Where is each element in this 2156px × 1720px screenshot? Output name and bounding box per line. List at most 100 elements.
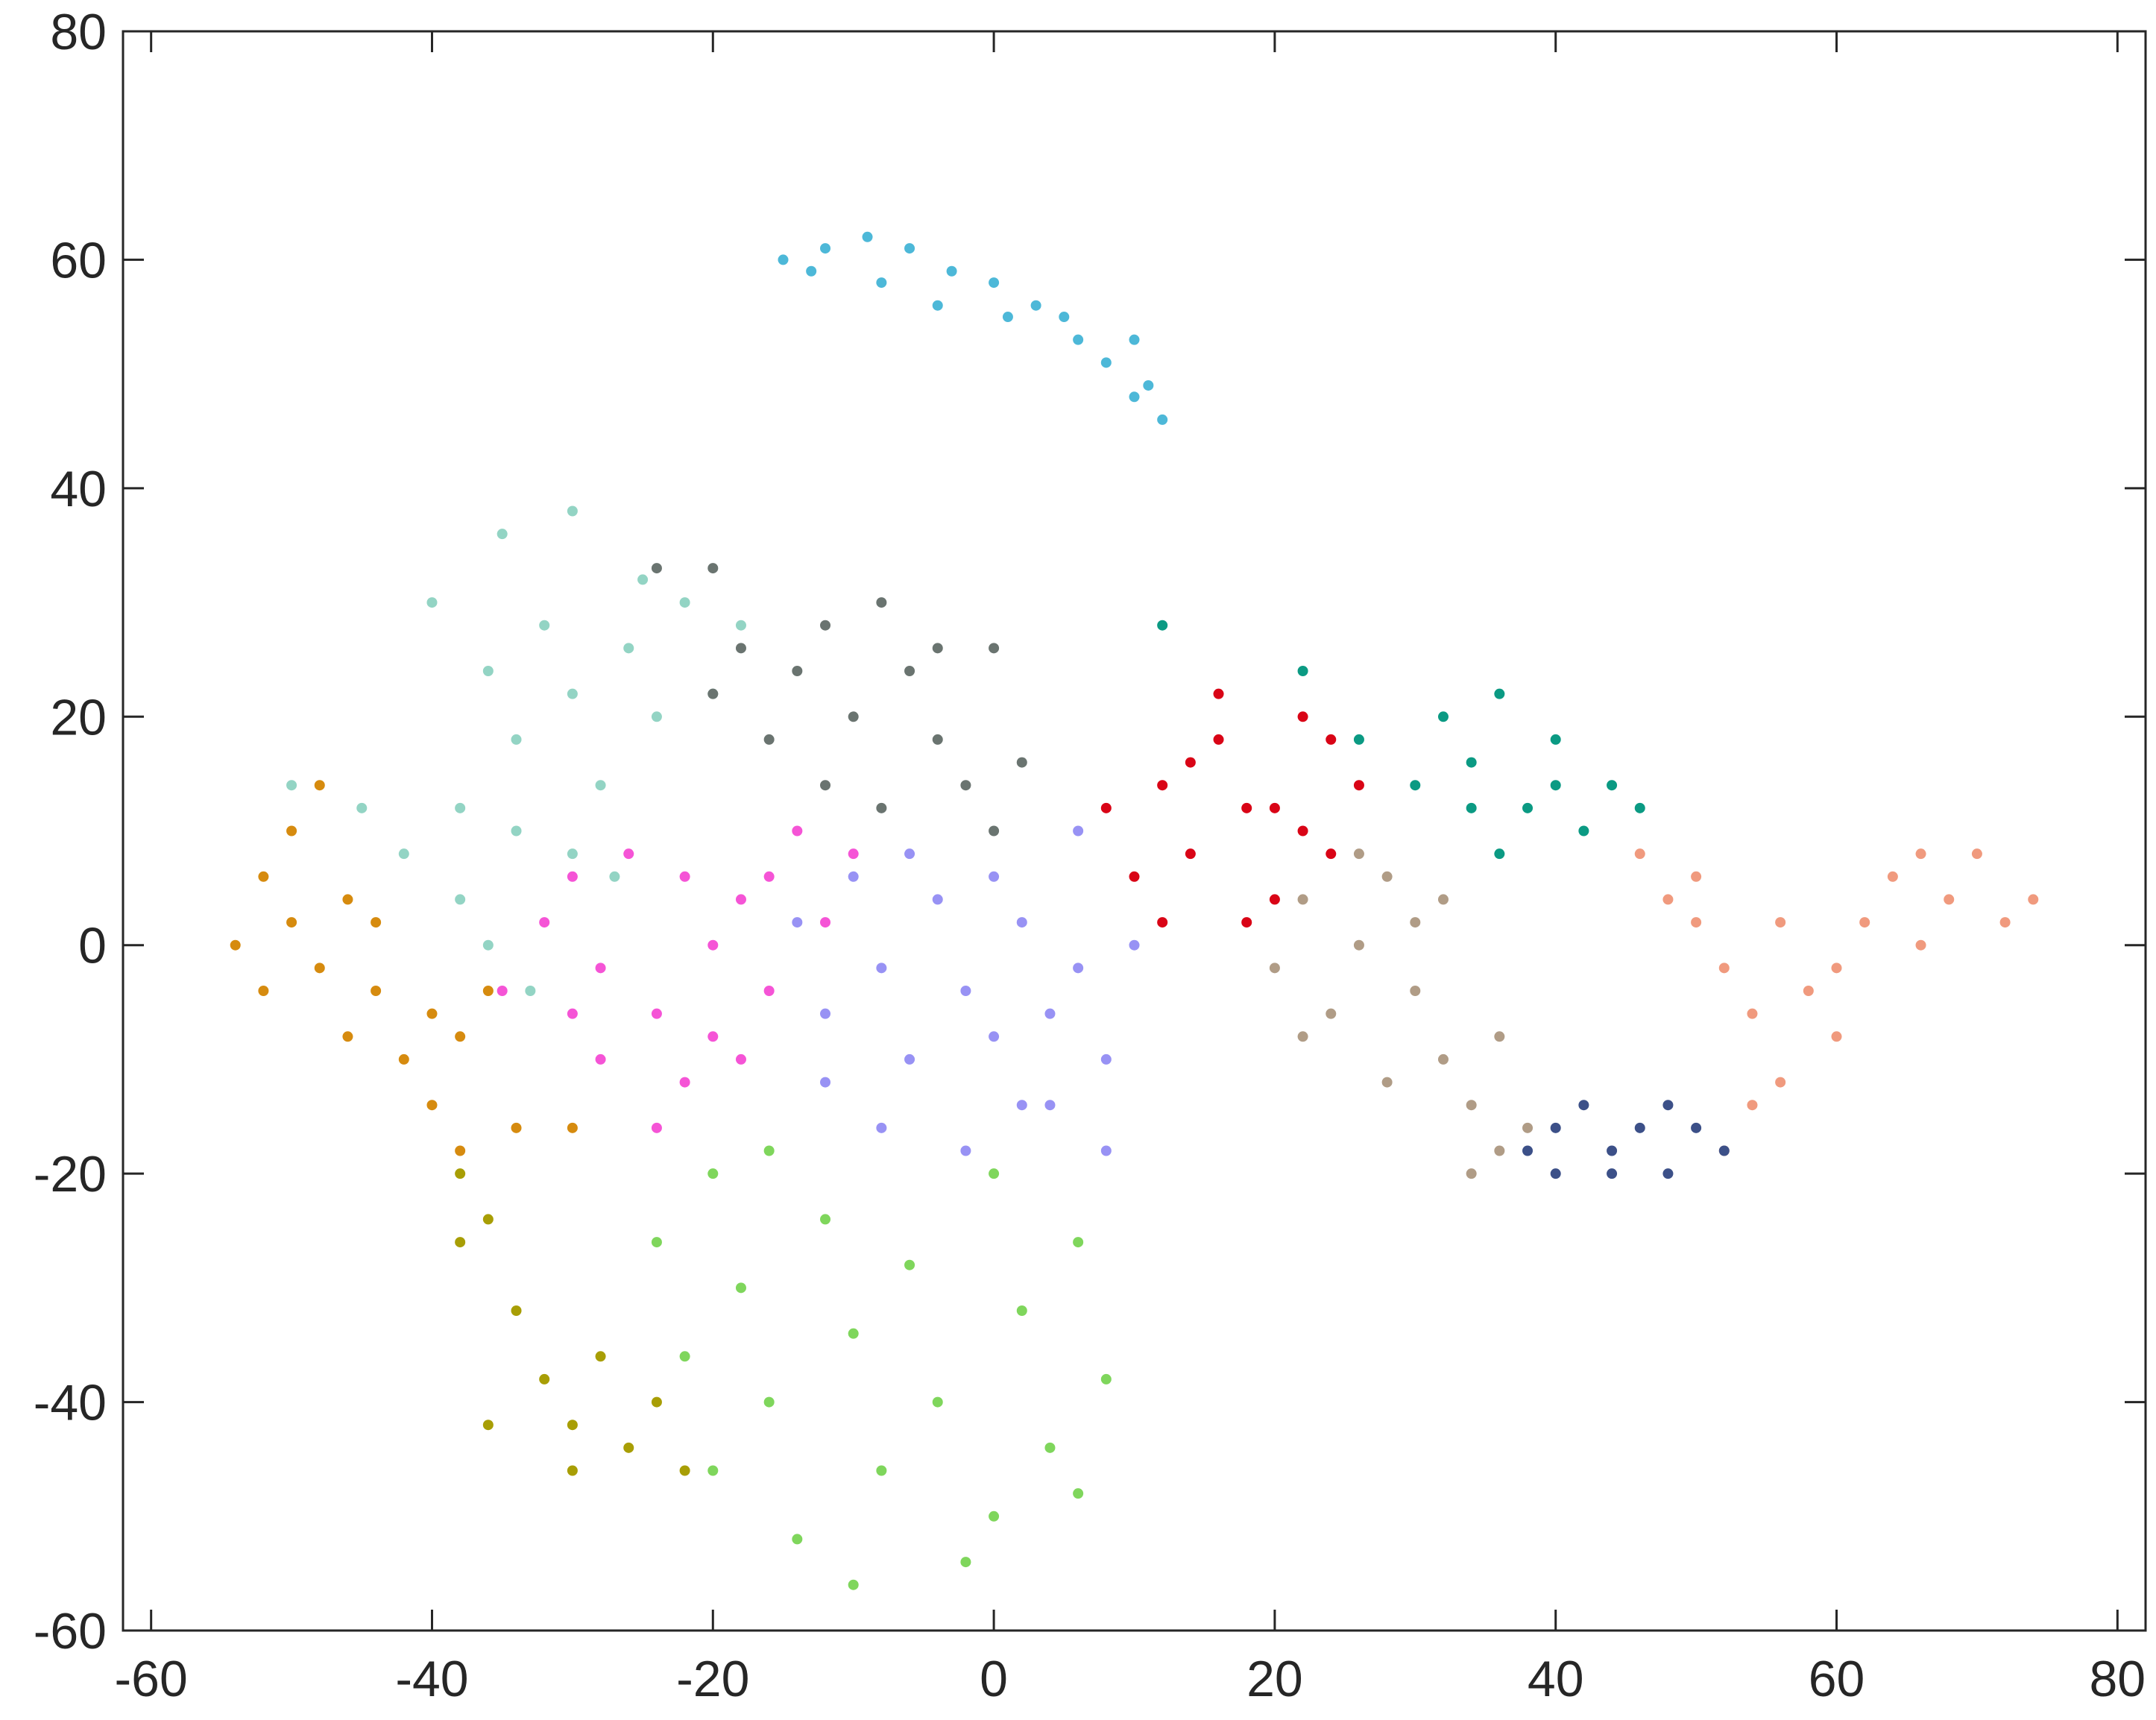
scatter-point [455, 1168, 466, 1179]
y-tick-label: 40 [50, 461, 107, 517]
scatter-point [792, 1534, 803, 1545]
y-tick-label: 0 [78, 918, 107, 974]
x-tick-label: -60 [115, 1651, 188, 1707]
scatter-point [342, 894, 353, 905]
scatter-point [567, 848, 578, 860]
scatter-point [539, 1373, 550, 1384]
scatter-point [820, 1214, 831, 1225]
y-tick-label: 80 [50, 4, 107, 60]
scatter-point [1129, 939, 1140, 951]
scatter-point [609, 871, 620, 882]
scatter-point [1073, 1488, 1084, 1499]
scatter-point [623, 848, 634, 860]
scatter-point [1353, 780, 1364, 791]
scatter-point [1662, 1168, 1674, 1179]
scatter-point [1775, 1077, 1786, 1088]
scatter-point [398, 1053, 409, 1065]
scatter-point [1157, 620, 1168, 631]
scatter-point [946, 265, 957, 277]
scatter-point [1326, 734, 1337, 745]
x-tick-label: -20 [676, 1651, 749, 1707]
scatter-point [1466, 1100, 1477, 1111]
scatter-point [1157, 414, 1168, 425]
scatter-point [1100, 357, 1112, 368]
y-tick-label: 60 [50, 232, 107, 289]
scatter-point [1059, 312, 1070, 323]
scatter-point [1522, 802, 1534, 813]
scatter-point [932, 894, 943, 905]
scatter-point [763, 1396, 775, 1408]
scatter-point [426, 1100, 438, 1111]
scatter-point [1887, 871, 1898, 882]
scatter-point [1662, 894, 1674, 905]
scatter-point [651, 563, 662, 574]
scatter-point [1297, 825, 1308, 837]
scatter-point [1944, 894, 1955, 905]
scatter-point [398, 848, 409, 860]
scatter-point [1718, 963, 1730, 974]
scatter-point [707, 1031, 719, 1042]
scatter-point [1100, 1373, 1112, 1384]
scatter-point [763, 986, 775, 996]
scatter-point [1607, 780, 1618, 791]
scatter-point [735, 620, 746, 631]
scatter-point [1326, 848, 1337, 860]
scatter-point [989, 1510, 1000, 1522]
y-ticks: -60 -40 -20 0 20 40 60 80 [34, 4, 2146, 1660]
scatter-point [763, 734, 775, 745]
x-tick-label: 60 [1809, 1651, 1865, 1707]
scatter-point [1915, 939, 1926, 951]
scatter-point [904, 848, 915, 860]
scatter-point [904, 1259, 915, 1270]
scatter-point [989, 277, 1000, 289]
scatter-point [1100, 1053, 1112, 1065]
scatter-point [989, 1031, 1000, 1042]
scatter-point [1381, 871, 1393, 882]
scatter-point [511, 1305, 522, 1316]
scatter-point [1185, 757, 1196, 768]
scatter-point [820, 1077, 831, 1088]
scatter-point [1691, 871, 1702, 882]
scatter-point [623, 1442, 634, 1453]
scatter-point [1494, 848, 1505, 860]
scatter-point [679, 871, 690, 882]
scatter-point [876, 1122, 887, 1133]
scatter-point [482, 1214, 494, 1225]
scatter-point [482, 1420, 494, 1431]
scatter-point [595, 963, 606, 974]
scatter-point [763, 871, 775, 882]
scatter-point [989, 1168, 1000, 1179]
scatter-point [707, 1465, 719, 1476]
scatter-point [1522, 1145, 1534, 1156]
scatter-point [1747, 1008, 1758, 1019]
scatter-point [1073, 334, 1084, 345]
scatter-point [989, 871, 1000, 882]
scatter-point [1157, 917, 1168, 928]
scatter-point [1297, 666, 1308, 676]
scatter-point [848, 1328, 859, 1339]
scatter-point [426, 597, 438, 608]
scatter-point [455, 894, 466, 905]
scatter-point [876, 597, 887, 608]
scatter-point [455, 802, 466, 813]
scatter-point [1157, 780, 1168, 791]
scatter-point [539, 620, 550, 631]
scatter-point [1129, 334, 1140, 345]
scatter-point [960, 986, 971, 996]
scatter-point [1859, 917, 1870, 928]
scatter-point [862, 231, 873, 242]
scatter-point [286, 825, 297, 837]
scatter-point [876, 802, 887, 813]
scatter-point [482, 666, 494, 676]
scatter-point [258, 871, 269, 882]
scatter-point [1550, 780, 1561, 791]
scatter-point [314, 963, 325, 974]
scatter-point [1100, 802, 1112, 813]
scatter-point [1044, 1442, 1056, 1453]
scatter-point [651, 1237, 662, 1248]
scatter-point [258, 986, 269, 996]
scatter-point [1831, 963, 1842, 974]
scatter-point [1030, 300, 1041, 311]
points-layer [230, 231, 2039, 1590]
scatter-point [1691, 917, 1702, 928]
